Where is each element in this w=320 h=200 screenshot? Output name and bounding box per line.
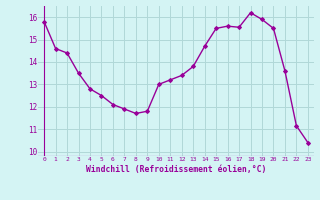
- X-axis label: Windchill (Refroidissement éolien,°C): Windchill (Refroidissement éolien,°C): [86, 165, 266, 174]
